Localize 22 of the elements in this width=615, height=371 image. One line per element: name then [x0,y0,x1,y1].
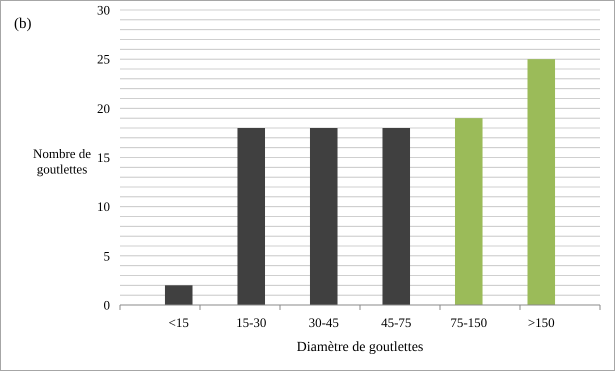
bar [237,128,266,305]
bar [527,59,556,305]
y-tick-label: 0 [104,298,110,313]
y-tick-label: 15 [97,150,110,166]
bar [382,128,410,305]
x-tick-label: <15 [168,315,189,330]
bar [310,128,338,305]
y-tick-label: 20 [97,100,110,116]
x-tick-label: 30-45 [308,315,339,330]
y-tick-label: 30 [97,2,110,18]
x-tick-label: >150 [528,315,555,330]
bar [454,118,483,305]
x-tick-label: 15-30 [236,315,266,330]
y-axis-title: Nombre de goutlettes [32,146,92,177]
y-tick-label: 10 [97,199,110,214]
y-tick-label: 5 [104,248,110,264]
y-tick-label: 25 [97,52,110,67]
bar [164,285,193,305]
text: (b) [14,16,32,32]
x-tick-label: 45-75 [381,315,412,330]
x-tick-label: 75-150 [450,315,488,330]
x-axis-title: Diamètre de goutlettes [296,340,424,355]
